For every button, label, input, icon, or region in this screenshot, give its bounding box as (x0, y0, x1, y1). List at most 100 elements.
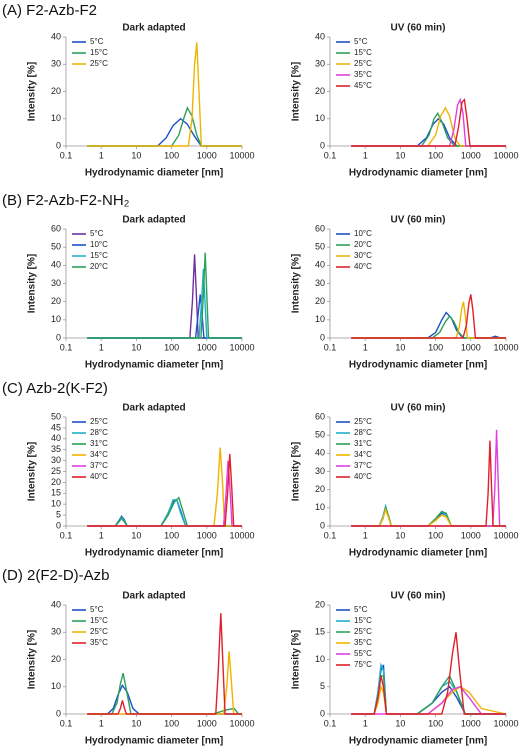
x-tick-label: 1 (99, 718, 104, 728)
y-tick-label: 30 (315, 466, 325, 476)
legend-label: 35°C (90, 638, 108, 647)
y-tick-label: 20 (315, 599, 325, 609)
y-tick-label: 40 (315, 448, 325, 458)
legend-label: 5°C (90, 605, 104, 614)
y-tick-label: 40 (51, 433, 61, 443)
x-tick-label: 1000 (461, 718, 481, 728)
x-tick-label: 100 (164, 150, 179, 160)
x-tick-label: 0.1 (60, 342, 73, 352)
x-tick-label: 10000 (229, 530, 254, 540)
legend-label: 15°C (90, 48, 108, 57)
x-tick-label: 1 (99, 150, 104, 160)
y-tick-label: 10 (51, 499, 61, 509)
x-tick-label: 1000 (461, 150, 481, 160)
data-line (87, 684, 242, 715)
y-tick-label: 60 (315, 223, 325, 233)
x-tick-label: 1000 (461, 530, 481, 540)
y-tick-label: 40 (51, 599, 61, 609)
x-tick-label: 100 (164, 530, 179, 540)
y-tick-label: 0 (56, 520, 61, 530)
x-axis-label: Hydrodynamic diameter [nm] (85, 168, 223, 179)
y-tick-label: 40 (51, 260, 61, 270)
legend-label: 25°C (90, 627, 108, 636)
x-tick-label: 100 (428, 342, 443, 352)
chart: Dark adapted Hydrodynamic diameter [nm] In… (27, 215, 255, 371)
y-tick-label: 10 (315, 654, 325, 664)
x-tick-label: 1000 (197, 718, 217, 728)
data-line (87, 672, 242, 715)
data-line (351, 685, 506, 715)
panel-heading: (C) Azb-2(K-F2) (2, 380, 108, 397)
y-axis-label: Intensity [%] (27, 442, 38, 501)
y-tick-label: 20 (51, 296, 61, 306)
x-tick-label: 10 (131, 718, 141, 728)
data-line (87, 498, 242, 527)
x-tick-label: 1 (363, 530, 368, 540)
legend-label: 5°C (354, 37, 368, 46)
data-line (351, 662, 506, 715)
data-line (351, 294, 506, 339)
data-line (87, 252, 242, 339)
legend-label: 37°C (90, 461, 108, 470)
x-tick-label: 0.1 (60, 718, 73, 728)
legend-label: 20°C (90, 262, 108, 271)
y-tick-label: 50 (51, 411, 61, 421)
legend-label: 31°C (90, 439, 108, 448)
x-tick-label: 10 (395, 150, 405, 160)
legend-label: 25°C (354, 627, 372, 636)
y-axis-label: Intensity [%] (291, 254, 302, 313)
legend-label: 15°C (90, 251, 108, 260)
legend-label: 40°C (354, 262, 372, 271)
data-line (351, 301, 506, 339)
chart: UV (60 min) Hydrodynamic diameter [nm] Int… (291, 591, 519, 746)
data-line (351, 505, 506, 527)
y-tick-label: 40 (315, 31, 325, 41)
data-line (87, 447, 242, 527)
legend-label: 25°C (90, 417, 108, 426)
y-tick-label: 30 (315, 278, 325, 288)
x-axis-label: Hydrodynamic diameter [nm] (349, 548, 487, 559)
y-tick-label: 60 (315, 411, 325, 421)
data-line (87, 254, 242, 339)
y-tick-label: 0 (320, 140, 325, 150)
y-tick-label: 60 (51, 223, 61, 233)
y-tick-label: 20 (51, 654, 61, 664)
x-tick-label: 0.1 (324, 150, 337, 160)
y-tick-label: 15 (51, 488, 61, 498)
y-tick-label: 35 (51, 444, 61, 454)
data-line (351, 503, 506, 527)
data-line (87, 106, 242, 147)
x-tick-label: 10 (131, 530, 141, 540)
panel-heading: (B) F2-Azb-F2-NH₂ (2, 192, 130, 209)
chart-title: Dark adapted (122, 215, 185, 226)
y-tick-label: 20 (315, 296, 325, 306)
legend-label: 34°C (90, 450, 108, 459)
x-tick-label: 1 (99, 530, 104, 540)
data-line (351, 117, 506, 147)
x-tick-label: 1000 (197, 530, 217, 540)
y-tick-label: 0 (56, 140, 61, 150)
y-tick-label: 10 (315, 314, 325, 324)
legend-label: 25°C (354, 59, 372, 68)
x-axis-label: Hydrodynamic diameter [nm] (85, 360, 223, 371)
x-tick-label: 0.1 (60, 530, 73, 540)
chart-title: Dark adapted (122, 591, 185, 602)
x-tick-label: 0.1 (60, 150, 73, 160)
x-tick-label: 10 (395, 342, 405, 352)
legend-label: 5°C (354, 605, 368, 614)
legend-label: 15°C (354, 616, 372, 625)
legend-label: 45°C (354, 81, 372, 90)
legend-label: 55°C (354, 649, 372, 658)
x-tick-label: 100 (428, 718, 443, 728)
data-line (351, 664, 506, 715)
y-tick-label: 20 (315, 86, 325, 96)
legend-label: 10°C (90, 240, 108, 249)
panel-heading: (A) F2-Azb-F2 (2, 2, 97, 19)
y-tick-label: 40 (315, 260, 325, 270)
y-tick-label: 5 (320, 681, 325, 691)
x-tick-label: 0.1 (324, 342, 337, 352)
x-tick-label: 100 (164, 718, 179, 728)
legend-label: 75°C (354, 660, 372, 669)
chart: Dark adapted Hydrodynamic diameter [nm] In… (27, 23, 255, 179)
